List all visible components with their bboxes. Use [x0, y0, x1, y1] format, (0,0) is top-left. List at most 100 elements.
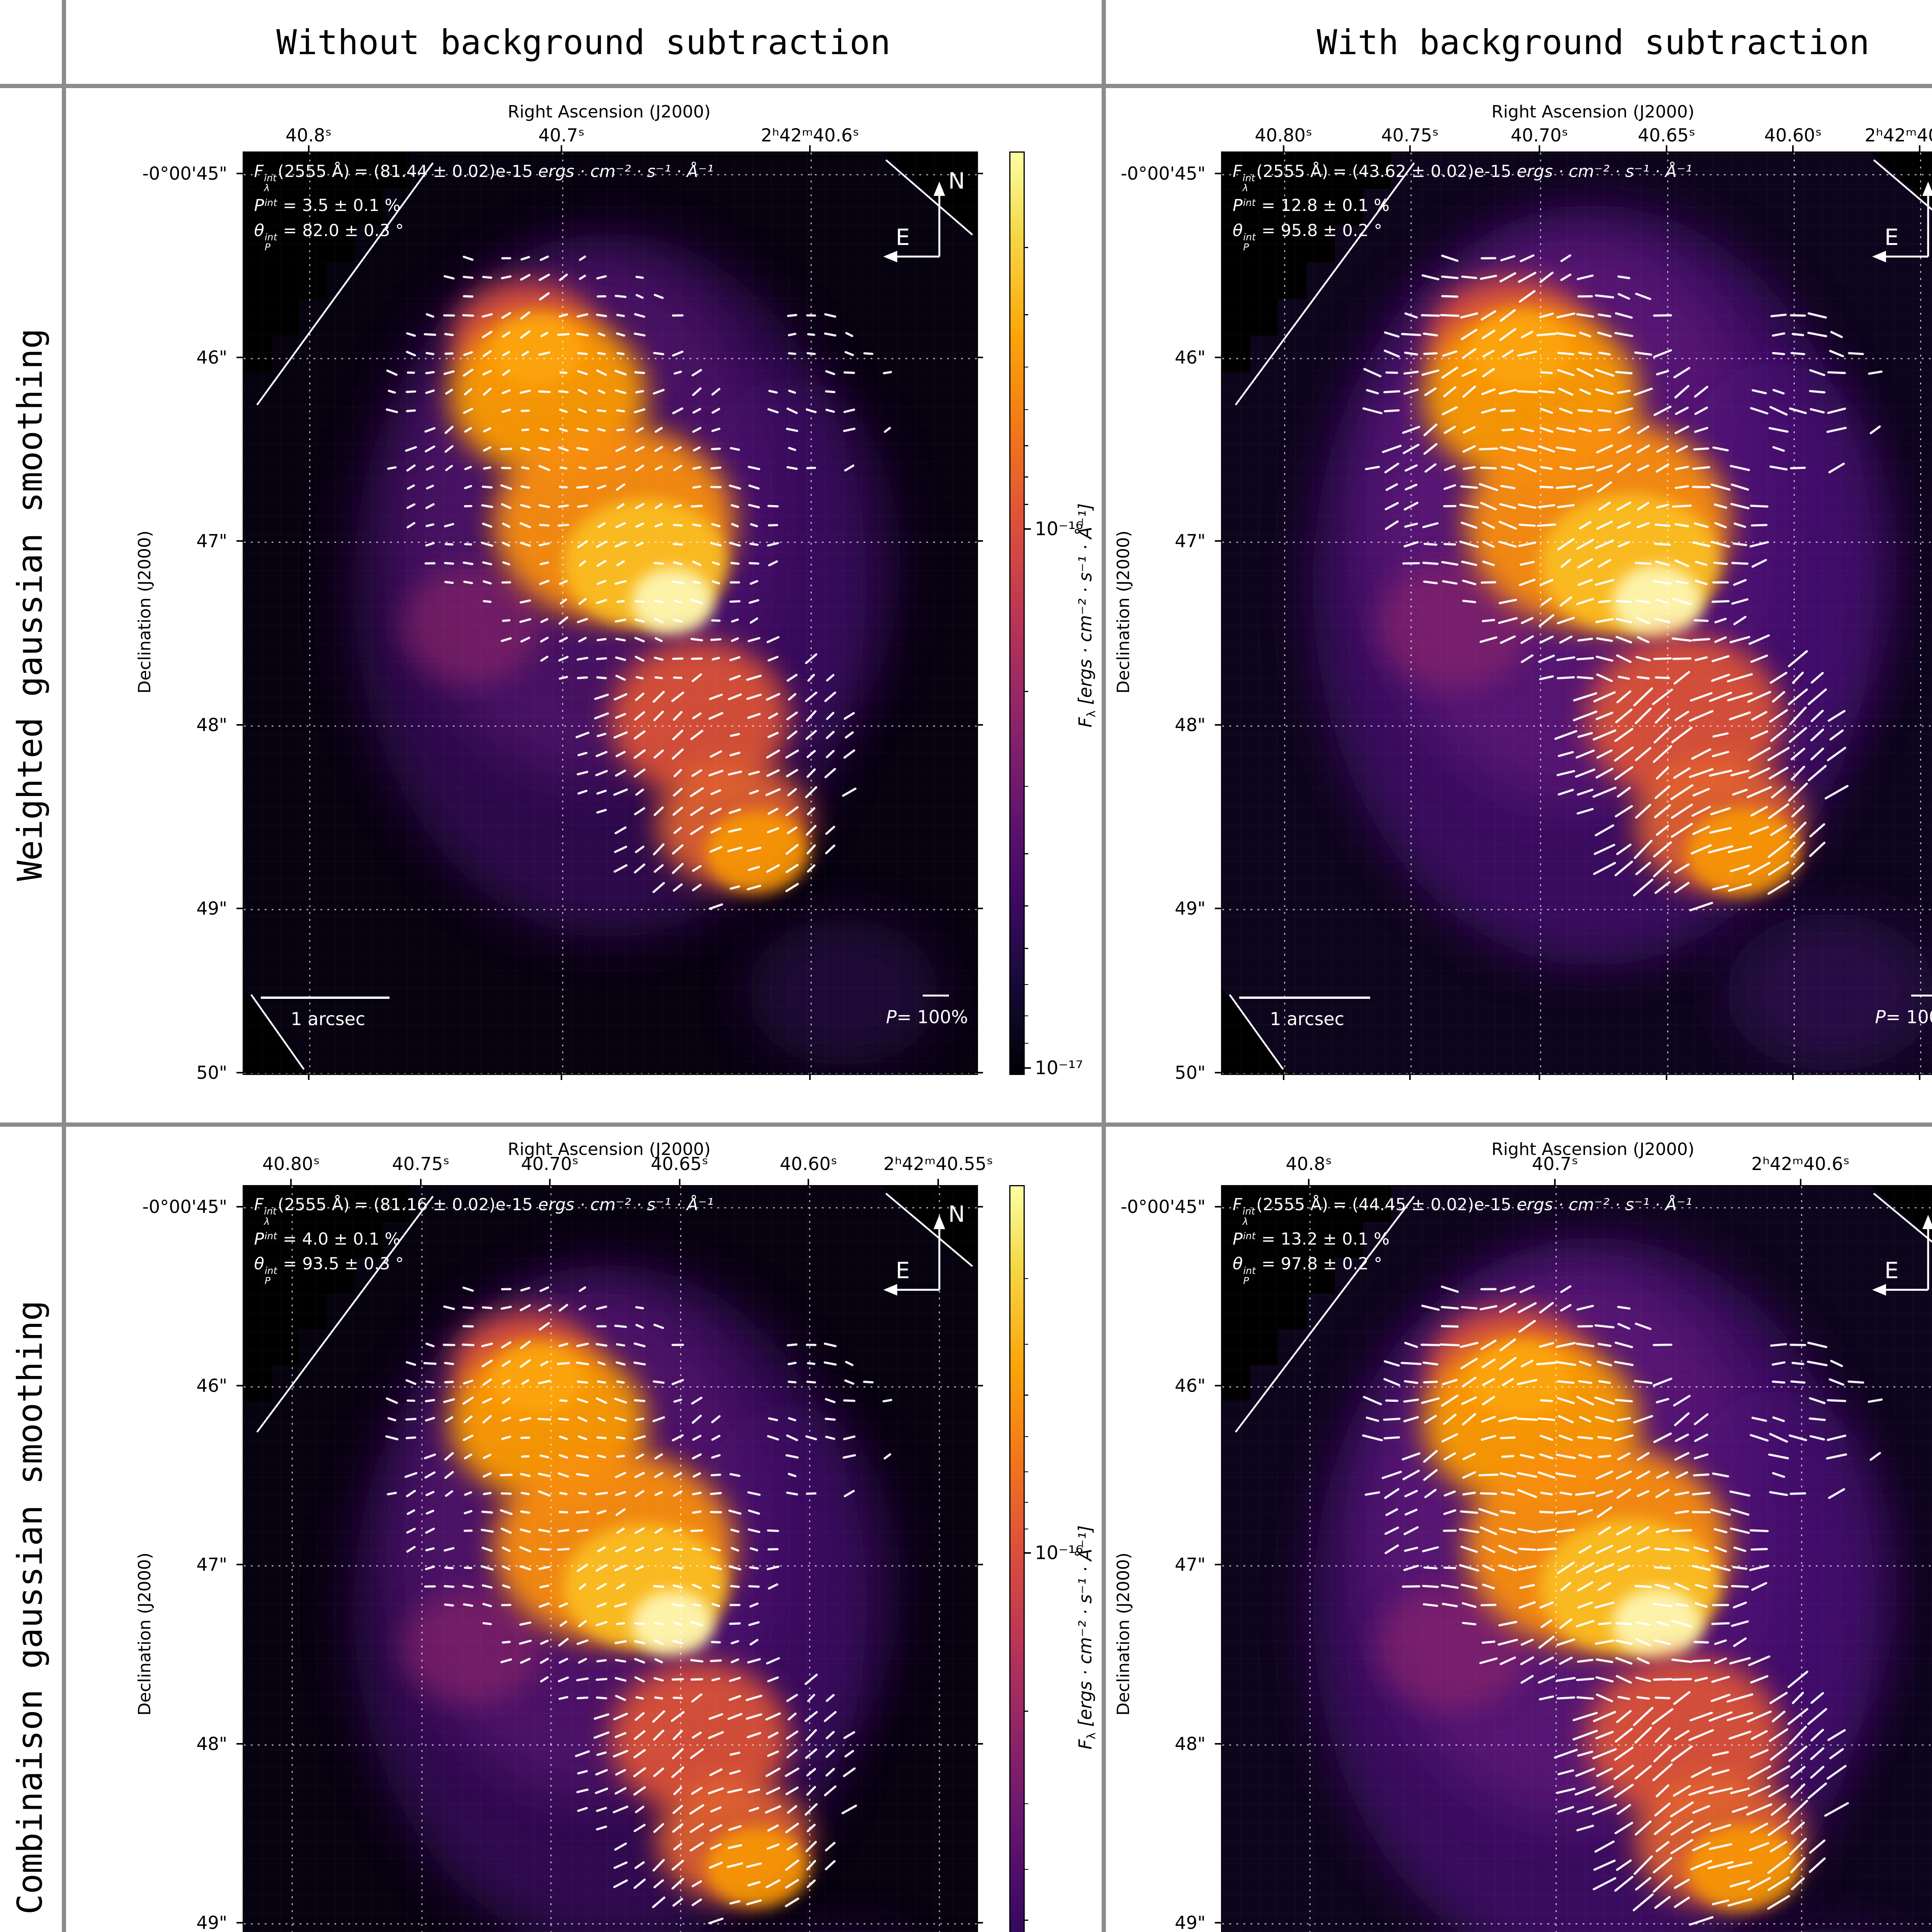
compass: N E	[1865, 159, 1932, 264]
ra-tick-label: 2ʰ42ᵐ40.6ˢ	[1685, 1153, 1917, 1175]
flux-argument: (2555 Å)	[278, 1195, 350, 1214]
compass-svg: N E	[1865, 1192, 1932, 1297]
plot-area: Fint λ (2555 Å) = (44.45 ± 0.02)e-15 ergs ·…	[1221, 1185, 1932, 1932]
east-arrow-head	[1872, 1284, 1886, 1296]
flux-value: = (81.16 ± 0.02)e-15	[354, 1195, 533, 1214]
angle-value: = 95.8 ± 0.2 °	[1262, 221, 1382, 240]
flux-annotation: Fint λ (2555 Å) = (43.62 ± 0.02)e-15 ergs ·…	[1233, 159, 1692, 194]
pol-scale-symbol: P	[886, 1007, 897, 1027]
angle-superscript: int	[1243, 1266, 1256, 1276]
compass-svg: N E	[1865, 159, 1932, 264]
flux-annotations-block: Fint λ (2555 Å) = (81.44 ± 0.02)e-15 ergs ·…	[254, 159, 714, 253]
flux-units: ergs · cm⁻² · s⁻¹ · Å⁻¹	[1517, 162, 1692, 181]
pol-scale-label: P= 100%	[886, 1007, 968, 1027]
flux-symbol: F	[1233, 1195, 1242, 1214]
angle-annotation: θ int P = 93.5 ± 0.3 °	[254, 1252, 714, 1286]
flux-annotations-block: Fint λ (2555 Å) = (81.16 ± 0.02)e-15 ergs ·…	[254, 1192, 714, 1286]
flux-units: ergs · cm⁻² · s⁻¹ · Å⁻¹	[538, 162, 714, 181]
flux-superscript: int	[1243, 1206, 1255, 1216]
flux-argument: (2555 Å)	[1256, 162, 1328, 181]
polarization-symbol: P	[1233, 1230, 1243, 1249]
compass-east-label: E	[1884, 1257, 1899, 1284]
flux-symbol: F	[254, 162, 264, 181]
angle-annotation: θ int P = 82.0 ± 0.3 °	[254, 218, 714, 253]
angle-value: = 82.0 ± 0.3 °	[283, 221, 403, 240]
polarization-annotation: Pint = 4.0 ± 0.1 %	[254, 1227, 714, 1252]
pol-scale-value: = 100%	[1886, 1007, 1932, 1027]
angle-value: = 97.8 ± 0.2 °	[1262, 1254, 1382, 1274]
polarization-symbol: P	[1233, 196, 1243, 215]
dec-tick-label: 46"	[1039, 1375, 1206, 1396]
polarization-superscript: int	[1243, 198, 1256, 208]
flux-value: = (44.45 ± 0.02)e-15	[1333, 1195, 1511, 1214]
angle-symbol: θ	[1233, 221, 1243, 240]
compass-north-label: N	[948, 1201, 965, 1227]
dec-tick-mark	[1215, 1743, 1221, 1745]
polarization-annotation: Pint = 12.8 ± 0.1 %	[1233, 193, 1692, 218]
angle-subscript: P	[1243, 1276, 1256, 1286]
angle-subscript: P	[265, 1276, 277, 1286]
pol-scale-value: = 100%	[897, 1007, 968, 1027]
angle-annotation: θ int P = 97.8 ± 0.2 °	[1233, 1252, 1692, 1286]
flux-argument: (2555 Å)	[1256, 1195, 1328, 1214]
angle-symbol: θ	[1233, 1254, 1243, 1274]
polarization-superscript: int	[264, 1231, 277, 1241]
dec-tick-label: -0°00'45"	[1039, 1196, 1206, 1218]
flux-annotation: Fint λ (2555 Å) = (44.45 ± 0.02)e-15 ergs ·…	[1233, 1192, 1692, 1227]
polarization-annotation: Pint = 13.2 ± 0.1 %	[1233, 1227, 1692, 1252]
north-arrow-head	[1922, 182, 1932, 196]
compass-east-label: E	[896, 1257, 910, 1284]
flux-annotation: Fint λ (2555 Å) = (81.16 ± 0.02)e-15 ergs ·…	[254, 1192, 714, 1227]
compass: N E	[876, 159, 965, 264]
ra-tick-label: 40.8ˢ	[1193, 1153, 1425, 1175]
flux-subscript: λ	[1243, 1217, 1255, 1227]
compass-svg: N E	[876, 159, 965, 264]
angle-superscript: int	[265, 232, 277, 242]
flux-annotation: Fint λ (2555 Å) = (81.44 ± 0.02)e-15 ergs ·…	[254, 159, 714, 194]
angle-symbol: θ	[254, 221, 264, 240]
ra-tick-mark	[1554, 1179, 1556, 1185]
flux-value: = (43.62 ± 0.02)e-15	[1333, 162, 1511, 181]
north-arrow-head	[934, 182, 945, 196]
dec-axis-title: Declination (J2000)	[1113, 1441, 1134, 1827]
dec-tick-mark	[1215, 1206, 1221, 1208]
angle-superscript: int	[1243, 232, 1256, 242]
flux-units: ergs · cm⁻² · s⁻¹ · Å⁻¹	[538, 1195, 714, 1214]
polarization-annotation: Pint = 3.5 ± 0.1 %	[254, 193, 714, 218]
flux-superscript: int	[264, 1206, 277, 1216]
polarization-value: = 12.8 ± 0.1 %	[1261, 196, 1389, 215]
flux-subscript: λ	[264, 183, 277, 193]
polarization-superscript: int	[1243, 1231, 1256, 1241]
polarization-symbol: P	[254, 1230, 264, 1249]
pol-scale-line	[923, 995, 949, 997]
pol-scale-symbol: P	[1875, 1007, 1886, 1027]
flux-annotations-block: Fint λ (2555 Å) = (44.45 ± 0.02)e-15 ergs ·…	[1233, 1192, 1692, 1286]
compass-east-label: E	[896, 224, 910, 250]
dec-tick-mark	[1215, 1564, 1221, 1565]
angle-symbol: θ	[254, 1254, 264, 1274]
flux-symbol: F	[1233, 162, 1242, 181]
compass-svg: N E	[876, 1192, 965, 1297]
dec-tick-label: 48"	[1039, 1733, 1206, 1755]
dec-tick-mark	[1215, 1385, 1221, 1386]
angle-subscript: P	[265, 242, 277, 252]
angle-superscript: int	[265, 1266, 277, 1276]
scalebar-label: 1 arcsec	[291, 1009, 365, 1029]
flux-superscript: int	[1243, 173, 1255, 183]
north-arrow-head	[934, 1215, 945, 1229]
dec-tick-label: 49"	[1039, 1912, 1206, 1932]
angle-value: = 93.5 ± 0.3 °	[283, 1254, 403, 1274]
scalebar-line	[1239, 997, 1370, 999]
compass-east-label: E	[1884, 224, 1899, 250]
flux-subscript: λ	[264, 1217, 277, 1227]
panel-bottom-right: Right Ascension (J2000) 40.8ˢ 40.7ˢ 2ʰ42ᵐ40…	[0, 0, 1932, 1932]
flux-argument: (2555 Å)	[278, 162, 350, 181]
angle-subscript: P	[1243, 242, 1256, 252]
polarization-value: = 3.5 ± 0.1 %	[283, 196, 400, 215]
polarization-value: = 13.2 ± 0.1 %	[1261, 1230, 1389, 1249]
flux-superscript: int	[264, 173, 277, 183]
compass-north-label: N	[948, 168, 965, 194]
ra-tick-mark	[1308, 1179, 1310, 1185]
east-arrow-head	[1872, 251, 1886, 262]
angle-annotation: θ int P = 95.8 ± 0.2 °	[1233, 218, 1692, 253]
